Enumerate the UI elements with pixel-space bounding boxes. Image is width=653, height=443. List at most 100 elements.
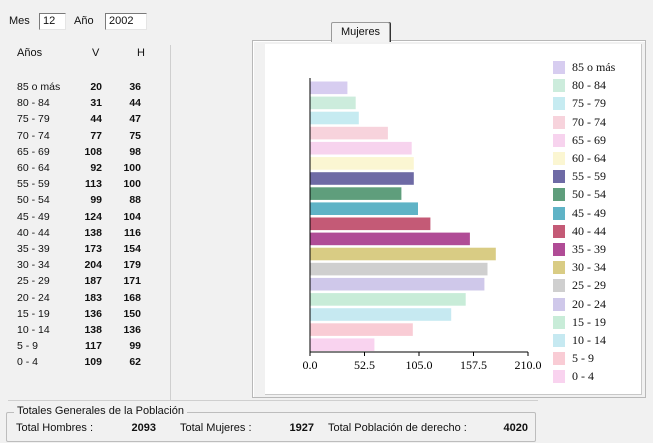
legend-item: 50 - 54 [553,186,643,202]
legend-item: 10 - 14 [553,332,643,348]
bar-8 [310,187,402,200]
table-row: 0 - 4 109 62 [0,354,170,370]
table-row: 25 - 29 187 171 [0,273,170,289]
total-population-value: 4020 [503,422,528,434]
bar-14 [310,277,485,291]
x-tick-label: 157.5 [460,358,487,372]
legend-item: 75 - 79 [553,95,643,111]
women-count-cell: 171 [123,275,141,288]
x-tick-label: 0.0 [303,358,318,372]
men-column-header: V [92,47,100,59]
women-count-cell: 36 [129,81,141,93]
legend-label: 55 - 59 [572,169,606,184]
table-row: 5 - 9 117 99 [0,338,170,354]
men-count-cell: 173 [84,243,102,255]
x-tick-label: 105.0 [406,358,433,372]
women-count-cell: 136 [123,324,141,336]
men-count-cell: 204 [84,259,102,272]
men-count-cell: 44 [90,113,102,126]
month-field[interactable]: 12 [39,13,66,30]
bar-15 [310,293,466,306]
legend-item: 20 - 24 [553,296,643,312]
column-divider [170,45,171,400]
legend-label: 25 - 29 [572,278,606,293]
women-count-cell: 98 [129,145,141,158]
legend-item: 80 - 84 [553,77,643,93]
legend-label: 40 - 44 [572,223,606,238]
women-count-cell: 75 [129,129,141,142]
age-group-cell: 25 - 29 [17,275,50,288]
table-row: 85 o más 20 36 [0,79,170,95]
legend-swatch [553,279,565,293]
men-count-cell: 77 [90,129,102,142]
bar-1 [310,81,348,95]
women-count-cell: 100 [123,162,141,174]
women-count-cell: 100 [123,178,141,191]
men-count-cell: 187 [84,275,102,288]
men-count-cell: 99 [90,194,102,207]
women-count-cell: 150 [123,307,141,320]
legend-label: 80 - 84 [572,78,606,93]
legend-swatch [553,224,565,238]
chart-tab-pane [252,40,646,398]
men-count-cell: 92 [90,162,102,174]
table-row: 70 - 74 77 75 [0,128,170,144]
tab-mujeres[interactable]: Mujeres [331,22,390,42]
men-count-cell: 124 [84,210,102,223]
age-group-cell: 10 - 14 [17,324,50,336]
legend-item: 15 - 19 [553,314,643,330]
bar-9 [310,202,418,215]
table-row: 30 - 34 204 179 [0,257,170,273]
age-group-cell: 5 - 9 [17,340,39,353]
legend-item: 60 - 64 [553,150,643,166]
bar-16 [310,308,452,321]
totals-group [6,412,536,442]
men-count-cell: 117 [85,340,102,353]
year-field[interactable]: 2002 [105,13,147,30]
legend-item: 25 - 29 [553,277,643,293]
legend-swatch [553,170,565,184]
bar-11 [310,232,470,246]
legend-item: 30 - 34 [553,259,643,275]
age-group-cell: 35 - 39 [17,243,50,255]
bar-10 [310,217,431,231]
women-count-cell: 179 [123,259,141,272]
legend-swatch [553,206,565,220]
legend-item: 0 - 4 [553,368,643,384]
women-count-cell: 116 [124,226,141,239]
age-group-cell: 70 - 74 [17,129,50,142]
bar-5 [310,141,412,155]
legend-label: 30 - 34 [572,260,606,275]
women-count-cell: 104 [123,210,141,223]
age-group-cell: 55 - 59 [17,178,50,191]
men-count-cell: 20 [90,81,102,93]
men-count-cell: 109 [84,356,102,369]
age-group-cell: 0 - 4 [17,356,39,369]
legend-swatch [553,61,565,74]
age-column-header: Años [17,47,43,59]
table-row: 55 - 59 113 100 [0,176,170,192]
legend-swatch [553,370,565,384]
men-count-cell: 136 [84,307,102,320]
x-tick-label: 52.5 [354,358,375,372]
bar-13 [310,262,488,276]
age-group-cell: 20 - 24 [17,291,50,304]
legend-swatch [553,334,565,347]
legend-label: 0 - 4 [572,369,594,384]
total-women-label: Total Mujeres : [180,422,252,434]
legend-swatch [553,79,565,93]
year-label: Año [74,15,94,27]
legend-swatch [553,133,565,147]
table-row: 75 - 79 44 47 [0,111,170,127]
legend-label: 65 - 69 [572,132,606,147]
age-group-cell: 15 - 19 [17,307,50,320]
legend-swatch [553,352,565,366]
table-row: 10 - 14 138 136 [0,322,170,338]
men-count-cell: 138 [84,324,102,336]
table-row: 65 - 69 108 98 [0,144,170,160]
legend-label: 85 o más [572,60,616,74]
legend-item: 5 - 9 [553,350,643,366]
legend-swatch [553,243,565,256]
legend-label: 50 - 54 [572,187,606,202]
age-group-cell: 65 - 69 [17,145,50,158]
